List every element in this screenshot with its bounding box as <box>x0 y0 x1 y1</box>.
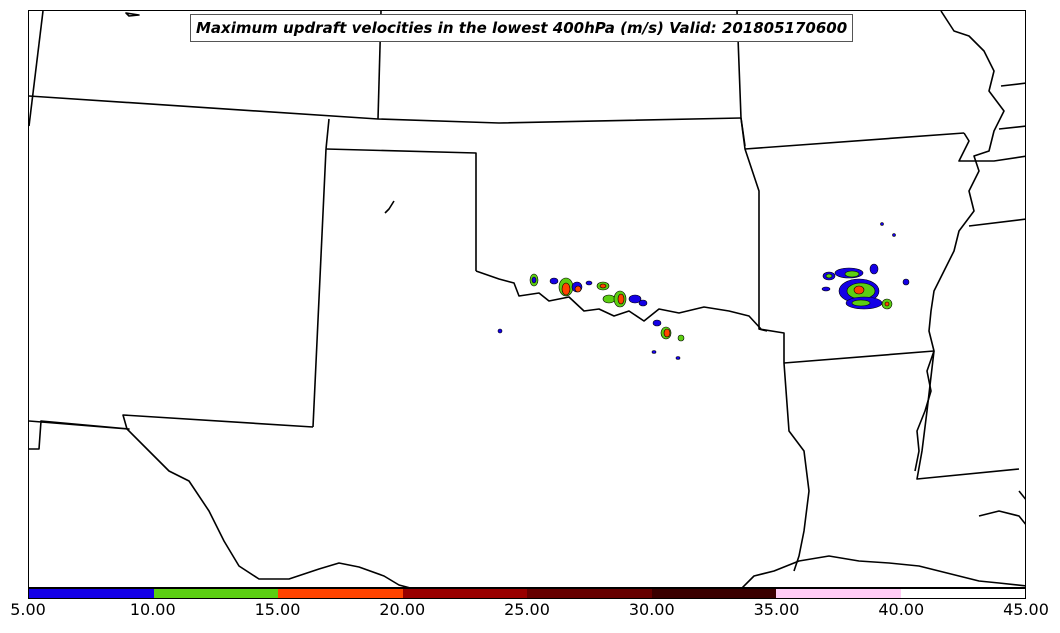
state-borders <box>29 11 1025 587</box>
la-coast-2 <box>1018 490 1025 500</box>
border-ky-tn <box>968 218 1025 227</box>
border-co-nebraska <box>29 95 742 124</box>
cell <box>675 356 681 360</box>
cell <box>497 328 503 334</box>
colorbar-tick: 25.00 <box>504 600 550 619</box>
colorbar-tick: 30.00 <box>628 600 675 619</box>
cell <box>869 263 879 275</box>
colorbar-segment <box>153 589 278 598</box>
border-ia-mo <box>958 132 1025 162</box>
colorbar-segment <box>651 589 776 598</box>
cell <box>599 283 607 289</box>
border-mo-ar <box>783 350 935 364</box>
border-co-ks <box>325 118 330 150</box>
colorbar-tick: 35.00 <box>753 600 800 619</box>
colorbar-tick: 20.00 <box>379 600 426 619</box>
colorbar-segment <box>776 589 901 598</box>
cell <box>853 285 865 295</box>
cell <box>549 277 559 285</box>
map-panel <box>28 10 1026 588</box>
lake-top <box>125 12 140 17</box>
cell <box>663 328 671 338</box>
border-ok-panhandle <box>325 148 477 271</box>
border-ar-la <box>916 350 1020 480</box>
border-tx-la <box>783 362 810 572</box>
colorbar-tick-labels: 5.00 10.00 15.00 20.00 25.00 30.00 35.00 40.00 4… <box>0 600 1060 630</box>
border-az-nm <box>29 420 130 450</box>
map-title: Maximum updraft velocities in the lowest… <box>190 14 854 42</box>
mississippi-river <box>914 11 1005 472</box>
colorbar-tick: 10.00 <box>129 600 176 619</box>
colorbar-segment <box>402 589 527 598</box>
colorbar-tick: 45.00 <box>1003 600 1049 619</box>
cell <box>617 293 625 305</box>
border-ok-tx-red-river <box>475 270 762 330</box>
colorbar <box>28 588 1026 599</box>
border-ar-ok <box>758 328 785 363</box>
storm-cells-arkansas <box>821 222 910 310</box>
border-nm-tx <box>122 414 410 587</box>
border-ks-mo <box>740 117 768 332</box>
border-ks-ok <box>312 148 327 428</box>
cell <box>585 280 593 286</box>
colorbar-tick: 5.00 <box>10 600 46 619</box>
lake-marker <box>384 200 395 214</box>
cell <box>561 282 571 296</box>
cell <box>880 222 884 226</box>
cell <box>677 334 685 342</box>
colorbar-segment <box>900 589 1025 598</box>
colorbar-tick: 15.00 <box>254 600 301 619</box>
cell <box>825 273 833 279</box>
colorbar-segment <box>278 589 403 598</box>
colorbar-segment <box>29 589 154 598</box>
cell <box>574 285 582 293</box>
cell <box>884 301 890 307</box>
gulf-coast <box>741 555 1025 587</box>
border-ne-corner <box>998 125 1025 130</box>
cell <box>602 294 616 304</box>
la-coast <box>978 510 1025 525</box>
storm-cells-oklahoma <box>497 273 685 360</box>
cell <box>902 278 910 286</box>
map-canvas <box>29 11 1025 587</box>
cell <box>628 294 642 304</box>
cell <box>638 299 648 307</box>
colorbar-tick: 40.00 <box>878 600 925 619</box>
cell <box>851 299 871 307</box>
cell <box>651 350 657 354</box>
cell <box>821 286 831 292</box>
border-utah-top <box>29 11 44 127</box>
cell <box>531 276 537 284</box>
border-mo-top <box>744 132 965 150</box>
border-ms-river-east <box>1000 82 1025 87</box>
cell <box>892 233 896 237</box>
cell <box>844 270 860 278</box>
colorbar-segment <box>527 589 652 598</box>
cell <box>652 319 662 327</box>
